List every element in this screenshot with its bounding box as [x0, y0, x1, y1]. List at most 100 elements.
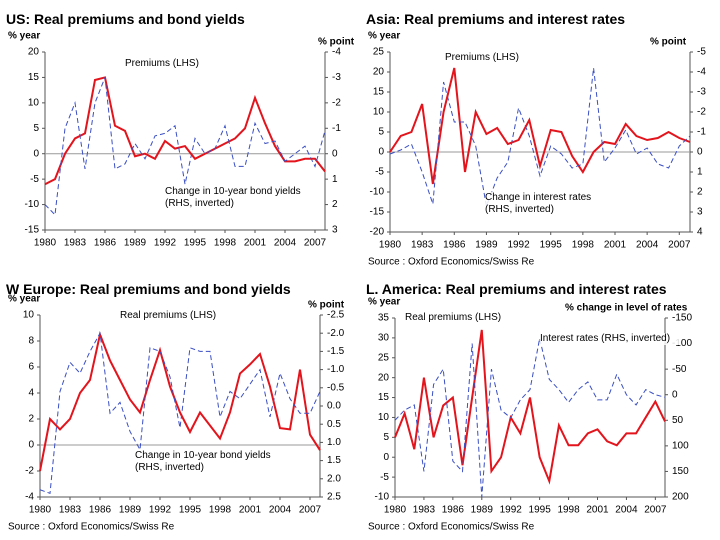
y-tick-label: 0 — [33, 148, 39, 159]
y-tick-label: 25 — [378, 352, 390, 363]
series-label: Interest rates (RHS, inverted) — [540, 333, 680, 345]
x-tick-label: 2001 — [244, 238, 267, 249]
y2-tick-label: 2.5 — [327, 492, 341, 503]
x-tick-label: 2007 — [299, 505, 322, 516]
chart-panel: US: Real premiums and bond yields % year%… — [6, 11, 355, 249]
y2-tick-label: 1.0 — [327, 437, 341, 448]
y-tick-label: -10 — [375, 492, 390, 503]
series-label: Premiums (LHS) — [125, 58, 235, 70]
y-tick-label: 0 — [28, 440, 34, 451]
y2-tick-label: -1.5 — [327, 346, 345, 357]
y2-tick-label: 0.5 — [327, 419, 341, 430]
y-tick-label: 10 — [378, 412, 390, 423]
x-tick-label: 1983 — [64, 238, 87, 249]
y-tick-label: 30 — [378, 333, 390, 344]
y-tick-label: -10 — [370, 187, 385, 198]
x-tick-label: 1986 — [442, 505, 465, 516]
x-tick-label: 1995 — [529, 505, 552, 516]
series-label: Change in interest rates (RHS, inverted) — [485, 192, 595, 216]
y-tick-label: 25 — [373, 47, 385, 58]
y-axis-label: % year — [368, 297, 400, 308]
y2-tick-label: 150 — [672, 466, 689, 477]
x-tick-label: 2007 — [644, 505, 667, 516]
chart-panel: L. America: Real premiums and interest r… — [366, 281, 692, 533]
y-tick-label: 0 — [378, 147, 384, 158]
x-tick-label: 1995 — [179, 505, 202, 516]
x-tick-label: 1995 — [184, 238, 207, 249]
y2-tick-label: -0.5 — [327, 382, 345, 393]
chart-title: L. America: Real premiums and interest r… — [366, 281, 667, 297]
x-tick-label: 2001 — [239, 505, 262, 516]
series-line — [394, 329, 666, 485]
series-label: Premiums (LHS) — [445, 52, 565, 64]
y-tick-label: -5 — [380, 472, 389, 483]
y-tick-label: 0 — [383, 452, 389, 463]
y2-tick-label: 1 — [697, 167, 703, 178]
y-tick-label: 10 — [28, 97, 40, 108]
y-tick-label: -15 — [370, 207, 385, 218]
source: Source : Oxford Economics/Swiss Re — [368, 257, 535, 268]
y2-tick-label: 100 — [672, 440, 689, 451]
y2-tick-label: 1 — [332, 174, 338, 185]
y2-tick-label: 1.5 — [327, 455, 341, 466]
y-tick-label: 6 — [28, 362, 34, 373]
x-tick-label: 1980 — [34, 238, 57, 249]
y-tick-label: 15 — [378, 392, 390, 403]
y-axis-label: % year — [8, 294, 40, 305]
series-line — [44, 77, 326, 216]
y2-tick-label: -2 — [332, 97, 341, 108]
y2-tick-label: 3 — [697, 207, 703, 218]
series-line — [39, 331, 321, 495]
y2-tick-label: -4 — [332, 47, 341, 58]
y2-tick-label: 0 — [332, 148, 338, 159]
x-tick-label: 2004 — [269, 505, 292, 516]
series-line — [389, 67, 691, 208]
x-tick-label: 1986 — [89, 505, 112, 516]
y-tick-label: 20 — [28, 47, 40, 58]
y2-axis-label: % point — [650, 37, 687, 48]
y2-tick-label: -50 — [672, 364, 687, 375]
x-tick-label: 1992 — [500, 505, 523, 516]
y-tick-label: 15 — [373, 87, 385, 98]
y2-tick-label: -3 — [332, 72, 341, 83]
y2-tick-label: 3 — [332, 225, 338, 236]
x-tick-label: 1992 — [507, 240, 530, 251]
y2-axis-label: % point — [308, 300, 345, 311]
y-tick-label: 10 — [373, 107, 385, 118]
y-tick-label: -5 — [30, 174, 39, 185]
x-tick-label: 1980 — [379, 240, 402, 251]
y-tick-label: 15 — [28, 72, 40, 83]
series-label: Real premiums (LHS) — [405, 312, 525, 324]
series-line — [394, 338, 666, 498]
y2-tick-label: -1 — [697, 127, 706, 138]
y2-tick-label: -150 — [672, 313, 692, 324]
series-label: Change in 10-year bond yields (RHS, inve… — [135, 450, 285, 474]
x-tick-label: 1995 — [540, 240, 563, 251]
x-tick-label: 1983 — [59, 505, 82, 516]
y2-tick-label: -1.0 — [327, 364, 345, 375]
y2-tick-label: -2.0 — [327, 328, 345, 339]
y2-tick-label: 0 — [697, 147, 703, 158]
x-tick-label: 1989 — [475, 240, 498, 251]
x-tick-label: 2004 — [274, 238, 297, 249]
y-axis-label: % year — [368, 31, 400, 42]
y2-tick-label: 4 — [697, 227, 703, 238]
series-label: Change in 10-year bond yields (RHS, inve… — [165, 186, 305, 210]
y2-tick-label: 0 — [672, 389, 678, 400]
y-tick-label: -4 — [25, 492, 34, 503]
chart-title: US: Real premiums and bond yields — [6, 11, 245, 27]
x-tick-label: 1998 — [572, 240, 595, 251]
x-tick-label: 1980 — [29, 505, 52, 516]
y-axis-label: % year — [8, 31, 40, 42]
y2-axis-label: % point — [318, 37, 355, 48]
y-tick-label: -10 — [25, 199, 40, 210]
x-tick-label: 1992 — [149, 505, 172, 516]
y2-tick-label: -2.5 — [327, 310, 345, 321]
y-tick-label: 35 — [378, 313, 390, 324]
x-tick-label: 2004 — [615, 505, 638, 516]
x-tick-label: 2007 — [668, 240, 691, 251]
x-tick-label: 1983 — [413, 505, 436, 516]
y-tick-label: 5 — [383, 432, 389, 443]
x-tick-label: 2001 — [604, 240, 627, 251]
